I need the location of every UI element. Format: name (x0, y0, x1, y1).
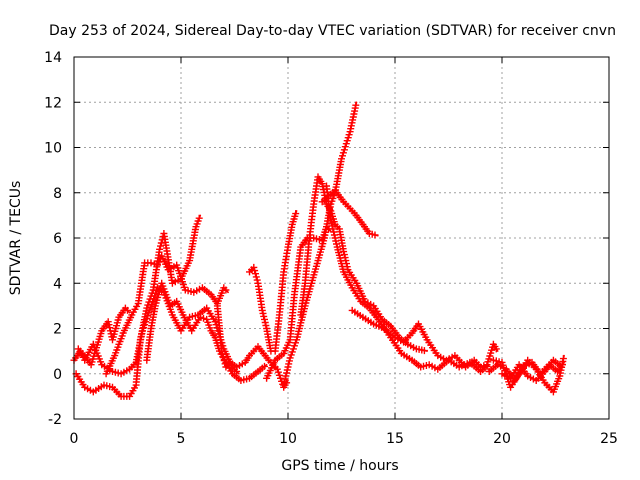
chart-title: Day 253 of 2024, Sidereal Day-to-day VTE… (49, 23, 616, 39)
data-point-marker (556, 361, 564, 369)
data-point-marker (156, 245, 164, 253)
data-point-marker (124, 306, 131, 314)
data-point-marker (289, 345, 297, 353)
data-point-marker (200, 314, 207, 322)
series-track-11 (318, 187, 379, 239)
axis-ticks: 0 5 10 15 20 25 -2 0 2 4 6 8 10 12 14 (44, 50, 618, 447)
data-series (70, 101, 567, 400)
data-point-marker (222, 286, 230, 294)
x-tick-label: 20 (493, 431, 511, 447)
x-tick-label: 5 (177, 431, 186, 447)
data-point-marker (150, 260, 158, 268)
y-tick-label: 4 (53, 276, 62, 292)
data-point-marker (274, 368, 282, 376)
series-track-3 (74, 284, 241, 378)
series-track-16 (498, 356, 564, 384)
series-track-12 (323, 182, 491, 375)
series-track-8 (263, 223, 333, 382)
data-point-marker (252, 273, 260, 281)
series-track-7 (246, 210, 300, 355)
data-point-marker (371, 231, 379, 239)
y-tick-label: 12 (44, 95, 62, 111)
data-point-marker (252, 270, 259, 278)
data-point-marker (219, 350, 226, 358)
data-point-marker (477, 363, 485, 371)
series-line (351, 309, 499, 368)
data-point-marker (251, 267, 259, 275)
data-point-marker (352, 101, 360, 109)
data-point-marker (218, 347, 226, 355)
data-point-marker (220, 357, 228, 365)
y-tick-label: 2 (53, 322, 62, 338)
plot-frame (73, 56, 610, 420)
data-point-marker (420, 347, 428, 355)
series-track-6 (213, 302, 291, 391)
y-tick-label: 14 (44, 50, 62, 66)
y-tick-label: 8 (53, 186, 62, 202)
x-tick-label: 15 (386, 431, 404, 447)
data-point-marker (195, 214, 203, 222)
data-point-marker (157, 242, 164, 250)
series-track-4 (102, 252, 230, 378)
data-point-marker (492, 345, 500, 353)
x-tick-label: 25 (600, 431, 618, 447)
data-point-marker (250, 263, 258, 271)
y-tick-label: 0 (53, 367, 62, 383)
data-point-marker (219, 354, 227, 361)
data-point-marker (340, 146, 348, 154)
y-axis-label: SDTVAR / TECUs (8, 181, 24, 296)
data-point-marker (253, 276, 261, 284)
data-point-marker (329, 225, 337, 233)
series-track-9 (280, 101, 360, 389)
data-point-marker (261, 362, 268, 370)
series-track-13 (348, 306, 500, 371)
x-axis-label: GPS time / hours (281, 458, 398, 474)
data-point-marker (559, 355, 567, 363)
data-point-marker (480, 362, 488, 370)
series-track-10 (297, 173, 428, 355)
y-tick-label: 6 (53, 231, 62, 247)
x-tick-label: 0 (70, 431, 79, 447)
data-point-marker (106, 324, 114, 332)
y-tick-label: -2 (48, 412, 62, 428)
data-point-marker (196, 313, 204, 321)
series-track-2 (72, 214, 203, 400)
y-tick-label: 10 (44, 141, 62, 157)
data-point-marker (292, 210, 300, 218)
data-point-marker (147, 259, 155, 267)
x-tick-label: 10 (279, 431, 297, 447)
data-point-marker (139, 327, 146, 335)
